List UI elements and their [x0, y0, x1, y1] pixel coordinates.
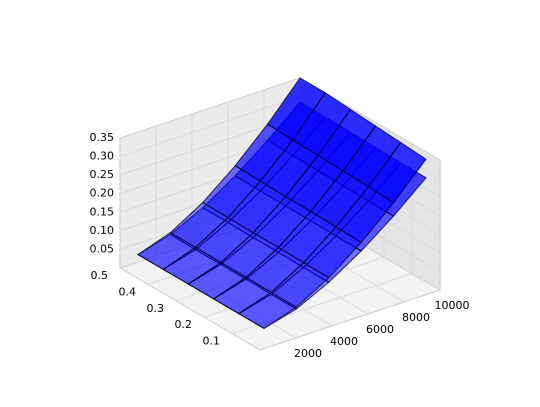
grid-line [227, 231, 369, 315]
y-tick-label: 0.4 [119, 285, 137, 298]
y-tick-label: 0.2 [175, 318, 193, 331]
z-tick-label: 0.10 [90, 224, 115, 237]
z-tick-label: 0.30 [90, 150, 115, 163]
grid-line [231, 273, 413, 334]
y-tick-label: 0.5 [91, 269, 109, 282]
x-tick-label: 2000 [294, 347, 322, 360]
grid-line [191, 243, 333, 327]
surface-face [237, 291, 298, 329]
tick-labels: 2000 4000 6000 8000 10000 0.1 0.2 0.3 0.4 0.5 0.05… [90, 131, 470, 360]
grid-line [119, 96, 301, 157]
x-tick-label: 8000 [402, 311, 430, 324]
y-tick-label: 0.3 [147, 302, 165, 315]
grid-line [203, 256, 385, 318]
surface [137, 77, 427, 329]
x-tick-label: 6000 [366, 323, 394, 336]
z-tick-label: 0.15 [90, 205, 115, 218]
z-tick-label: 0.20 [90, 187, 115, 200]
y-tick-label: 0.1 [203, 335, 221, 348]
z-tick-label: 0.25 [90, 168, 115, 181]
grid-line [155, 255, 297, 339]
x-tick-label: 4000 [330, 335, 358, 348]
z-tick-label: 0.05 [90, 242, 115, 255]
x-tick-label: 10000 [435, 299, 470, 312]
z-tick-label: 0.35 [90, 131, 115, 144]
grid-line [119, 77, 301, 139]
